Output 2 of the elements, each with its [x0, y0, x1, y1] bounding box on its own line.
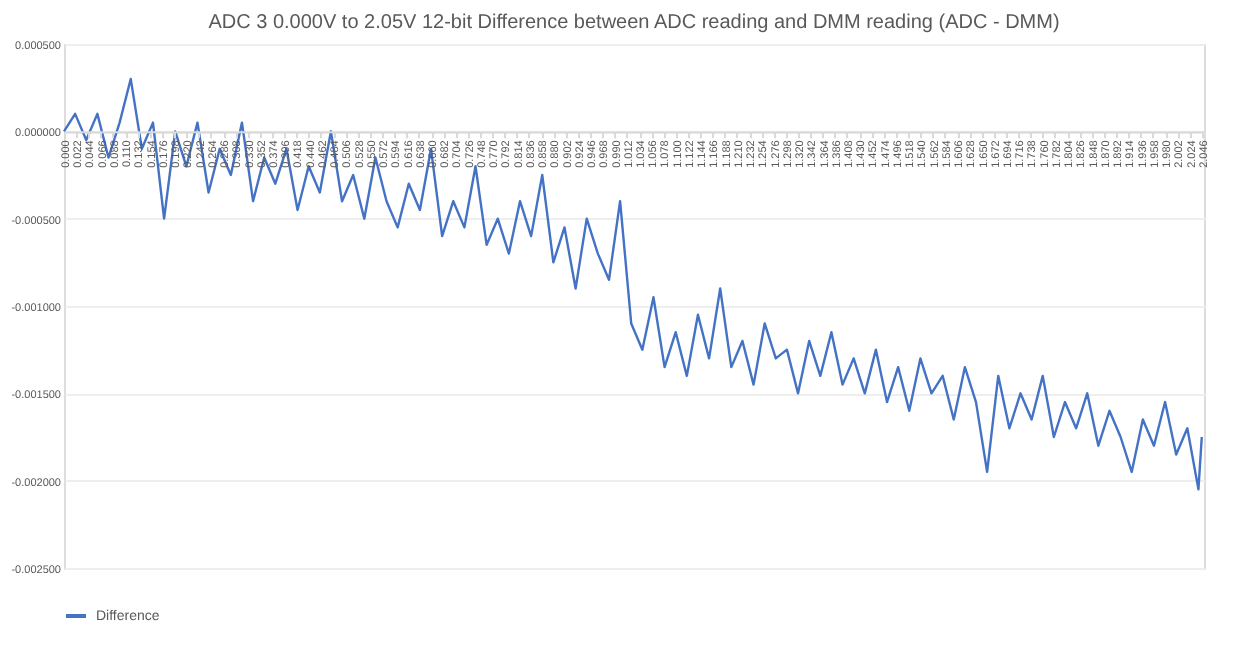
line-series [62, 77, 1203, 491]
chart-title: ADC 3 0.000V to 2.05V 12-bit Difference between ADC reading and DMM reading (ADC - DMM) [208, 12, 1060, 34]
